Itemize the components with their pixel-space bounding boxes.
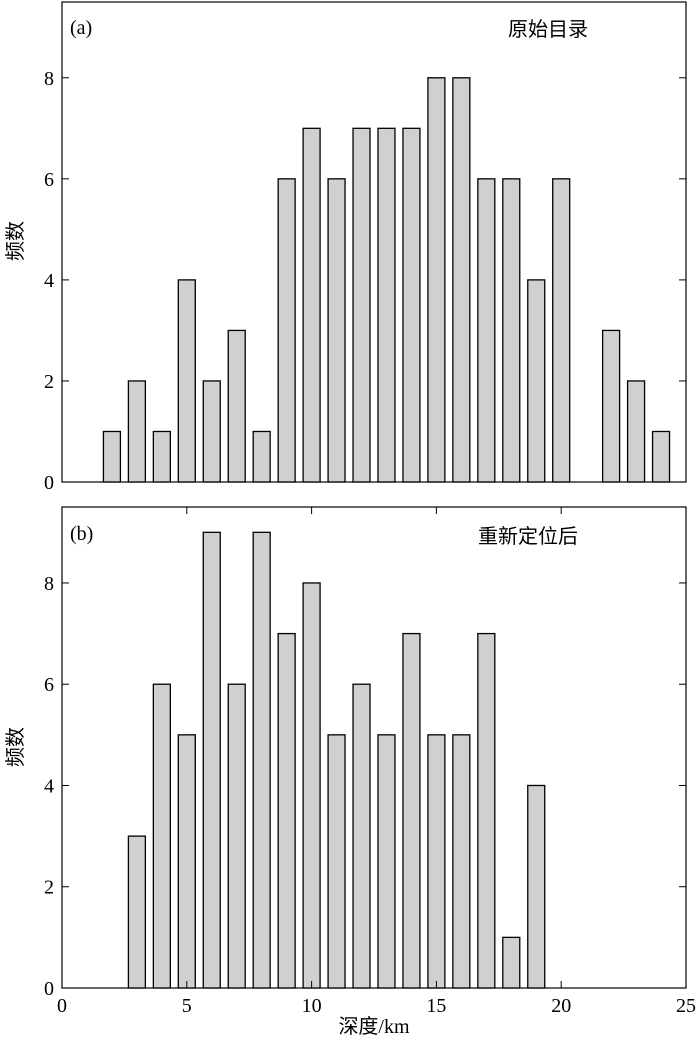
panel-b-y-axis-label: 频数 — [4, 727, 27, 767]
panel-b-bar — [302, 582, 321, 989]
panel-a-bar — [427, 77, 446, 483]
panel-a-y-tick-label: 4 — [44, 270, 54, 292]
panel-a-bar — [277, 178, 296, 483]
panel-b-bar — [352, 683, 371, 989]
panel-a-bar — [302, 127, 321, 483]
panel-b-bar — [402, 632, 421, 989]
x-axis-label: 深度/km — [338, 1015, 410, 1038]
panel-a-title: 原始目录 — [508, 18, 588, 41]
panel-b-bar — [252, 531, 271, 989]
panel-b-y-tick-label: 2 — [44, 877, 54, 899]
panel-a-y-ticks: 0 2 4 6 8 — [44, 68, 686, 494]
panel-a-bar — [102, 430, 122, 483]
panel-a-y-tick-label: 2 — [44, 371, 54, 393]
panel-a-bar — [601, 329, 621, 483]
panel-a-bar — [651, 430, 671, 483]
panel-b-bar — [452, 734, 471, 989]
panel-b-bar — [177, 734, 196, 989]
panel-b: 0 2 4 6 8 0 5 10 15 20 25 (b) 重新定位后 频数 深度/km — [4, 506, 696, 1038]
panel-b-x-ticks: 0 5 10 15 20 25 — [57, 507, 696, 1017]
panel-b-x-tick-label: 5 — [182, 995, 192, 1017]
panel-b-y-tick-label: 4 — [44, 775, 54, 797]
panel-a-y-tick-label: 8 — [44, 68, 54, 90]
panel-a-y-axis-label: 频数 — [4, 221, 27, 261]
panel-a-y-tick-label: 0 — [44, 472, 54, 494]
panel-a-bar — [127, 380, 147, 483]
panel-b-x-tick-label: 15 — [426, 995, 446, 1017]
panel-a-bar — [377, 127, 396, 483]
panel-b-y-tick-label: 8 — [44, 573, 54, 595]
panel-b-bar — [502, 936, 521, 989]
panel-a-bar — [177, 279, 196, 483]
panel-a-bar — [327, 178, 346, 483]
panel-b-label: (b) — [70, 523, 93, 545]
panel-a-bar — [626, 380, 646, 483]
panel-a-bar — [252, 430, 271, 483]
panel-b-bar — [427, 734, 446, 989]
panel-a-bar — [152, 430, 171, 483]
panel-b-title: 重新定位后 — [478, 525, 578, 548]
panel-b-x-tick-label: 10 — [302, 995, 322, 1017]
panel-a-bar — [402, 127, 421, 483]
panel-b-bar — [202, 531, 221, 989]
panel-a-bar — [527, 279, 546, 483]
panel-a-bar — [452, 77, 471, 483]
panel-b-y-tick-label: 0 — [44, 978, 54, 1000]
panel-a-bar — [227, 329, 246, 483]
panel-b-x-tick-label: 20 — [551, 995, 571, 1017]
panel-b-bar — [227, 683, 246, 989]
panel-a-bar — [552, 178, 571, 483]
panel-a-label: (a) — [70, 17, 92, 39]
panel-a-bar — [477, 178, 496, 483]
panel-b-x-tick-label: 0 — [57, 995, 67, 1017]
panel-b-bar — [477, 632, 496, 989]
panel-a-axes-frame — [61, 1, 687, 483]
panel-a-bar — [502, 178, 521, 483]
panel-a-bars — [102, 77, 671, 483]
panel-b-bar — [327, 734, 346, 989]
panel-b-y-ticks: 0 2 4 6 8 — [44, 573, 686, 1000]
panel-a-y-tick-label: 6 — [44, 169, 54, 191]
panel-b-x-tick-label: 25 — [676, 995, 696, 1017]
panel-b-bar — [127, 835, 147, 989]
panel-b-bar — [527, 784, 546, 989]
panel-a-bar — [352, 127, 371, 483]
panel-a: 0 2 4 6 8 (a) 原始目录 频数 — [4, 1, 687, 494]
panel-b-bar — [377, 734, 396, 989]
panel-b-axes-frame — [61, 506, 687, 989]
panel-a-bar — [202, 380, 221, 483]
panel-b-bars — [127, 531, 546, 989]
panel-b-bar — [277, 632, 296, 989]
panel-b-y-tick-label: 6 — [44, 674, 54, 696]
panel-b-bar — [152, 683, 171, 989]
